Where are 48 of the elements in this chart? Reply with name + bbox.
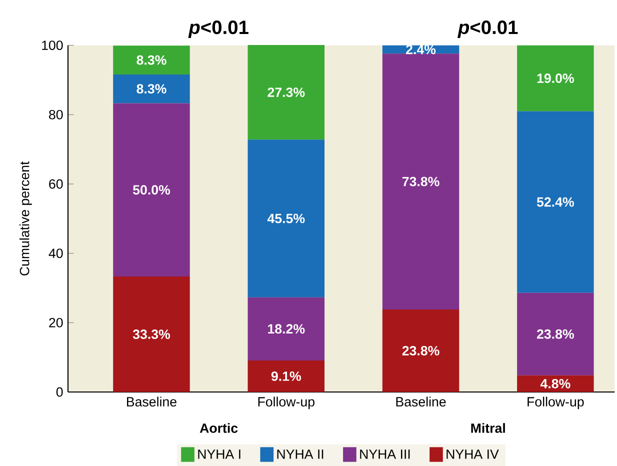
data-label: 27.3% xyxy=(268,88,305,97)
x-tick-label: Follow-up xyxy=(258,396,314,410)
data-label: 33.3% xyxy=(132,330,170,339)
x-tick-label: Follow-up xyxy=(528,396,584,410)
bar xyxy=(517,292,594,376)
legend-label: NYHA III xyxy=(360,450,410,459)
data-label: 9.1% xyxy=(271,371,301,381)
data-label: 19.0% xyxy=(537,73,574,83)
text: Mitral xyxy=(471,423,505,433)
text: p<0.01 xyxy=(188,20,248,38)
y-axis-title: Cumulative percent xyxy=(19,161,32,276)
data-label: 50.0% xyxy=(133,185,170,195)
text: Aortic xyxy=(200,423,238,433)
y-tick-label: 60 xyxy=(49,179,63,189)
data-label: 52.4% xyxy=(536,197,574,207)
x-tick-label: Baseline xyxy=(396,396,446,406)
legend-label: NYHA IV xyxy=(446,450,499,459)
bar xyxy=(248,44,325,140)
x-tick-label: Baseline xyxy=(127,396,176,406)
legend-label: NYHA I xyxy=(198,450,240,459)
data-label: 8.3% xyxy=(136,55,166,65)
data-label: 2.4% xyxy=(406,44,436,54)
data-label: 18.2% xyxy=(268,324,305,334)
legend-label: NYHA II xyxy=(277,450,324,459)
data-label: 8.3% xyxy=(136,84,166,94)
y-tick-label: 100 xyxy=(42,40,63,50)
data-label: 23.8% xyxy=(536,329,574,339)
bar xyxy=(517,375,594,392)
bar xyxy=(248,360,325,392)
data-label: 23.8% xyxy=(402,346,440,356)
data-label: 73.8% xyxy=(402,176,440,186)
y-tick-label: 0 xyxy=(56,387,63,397)
bar xyxy=(113,74,190,104)
bar xyxy=(113,103,190,277)
bar xyxy=(248,297,325,360)
y-tick-label: 40 xyxy=(48,248,63,258)
bar xyxy=(113,46,190,74)
text: p<0.01 xyxy=(458,20,518,38)
bar xyxy=(113,276,190,392)
y-tick-label: 80 xyxy=(49,110,63,120)
y-tick-label: 20 xyxy=(49,318,63,328)
bar xyxy=(382,309,460,392)
bar xyxy=(517,111,594,293)
data-label: 4.8% xyxy=(540,378,570,388)
bar xyxy=(382,54,460,310)
bar xyxy=(517,45,594,112)
bar xyxy=(248,140,325,298)
data-label: 45.5% xyxy=(267,214,305,224)
